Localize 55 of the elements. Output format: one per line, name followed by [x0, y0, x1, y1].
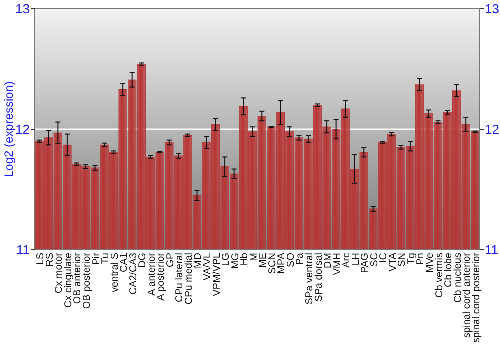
x-tick-label: CPu lateral [174, 253, 186, 302]
x-tick-label: A posterior [156, 252, 168, 301]
x-tick-label: M [248, 253, 260, 262]
y-tick-label: 11 [16, 242, 30, 258]
x-tick-label: SCN [267, 253, 278, 274]
x-tick-label: SO [286, 252, 297, 268]
x-tick-label: DM [323, 253, 334, 269]
x-tick-label: SPa dorsal [314, 253, 325, 302]
y-tick-label: 13 [16, 2, 30, 17]
x-tick-label: VMH [332, 253, 344, 276]
x-tick-label: SC [369, 253, 380, 267]
x-tick-label: GP [165, 252, 176, 268]
x-tick-label: CA1 [119, 252, 130, 272]
x-tick-label: Pa [295, 252, 306, 266]
x-tick-label: DG [138, 252, 149, 268]
x-tick-label: Cb vermis [434, 253, 446, 298]
x-tick-label: A anterior [146, 252, 158, 296]
x-tick-label: SN [397, 253, 408, 267]
x-tick-label: Arc [342, 253, 353, 268]
x-tick-label: Cb nucleus [452, 253, 464, 304]
x-tick-label: OB anterior [72, 252, 84, 304]
x-tick-label: spinal cord anterior [462, 252, 474, 338]
x-tick-label: spinal cord posterior [471, 252, 482, 344]
x-tick-label: MVe [425, 252, 436, 274]
x-tick-label: ME [258, 252, 270, 268]
x-tick-label: RS [44, 252, 56, 267]
x-tick-label: Tu [100, 253, 112, 264]
x-tick-label: Tg [406, 253, 418, 265]
x-tick-label: VTA [388, 252, 399, 272]
x-tick-label: ventral S [110, 252, 121, 292]
x-tick-label: Pir [91, 252, 102, 266]
x-tick-label: LH [350, 253, 362, 266]
x-tick-label: VA/VL [202, 252, 214, 281]
y2-tick-label: 11 [485, 242, 498, 258]
x-tick-label: MD [193, 253, 204, 269]
x-tick-label: PAG [360, 252, 372, 274]
x-tick-label: MPA [276, 252, 288, 274]
x-tick-label: Cx cingulate [63, 252, 74, 308]
x-tick-label: LG [221, 252, 232, 266]
x-tick-label: CPu medial [184, 253, 195, 305]
x-tick-label: OB posterior [82, 252, 93, 310]
y2-tick-label: 13 [485, 2, 500, 17]
x-tick-label: IC [378, 253, 390, 263]
x-tick-label: Cx motor [54, 252, 66, 294]
x-tick-label: CA2/CA3 [128, 252, 140, 295]
x-tick-label: LS [36, 252, 47, 266]
x-tick-label: Cb lobe [444, 252, 455, 288]
x-tick-label: SPa ventral [304, 253, 316, 305]
y2-tick-label: 12 [485, 122, 500, 138]
x-tick-label: Hb [240, 252, 251, 266]
y-axis-title: Log2 (expression) [2, 81, 16, 178]
x-tick-label: Pn [416, 253, 427, 266]
x-tick-label: VPM/VPL [212, 252, 223, 296]
y-tick-label: 12 [16, 122, 30, 138]
x-tick-label: MG [230, 252, 242, 270]
